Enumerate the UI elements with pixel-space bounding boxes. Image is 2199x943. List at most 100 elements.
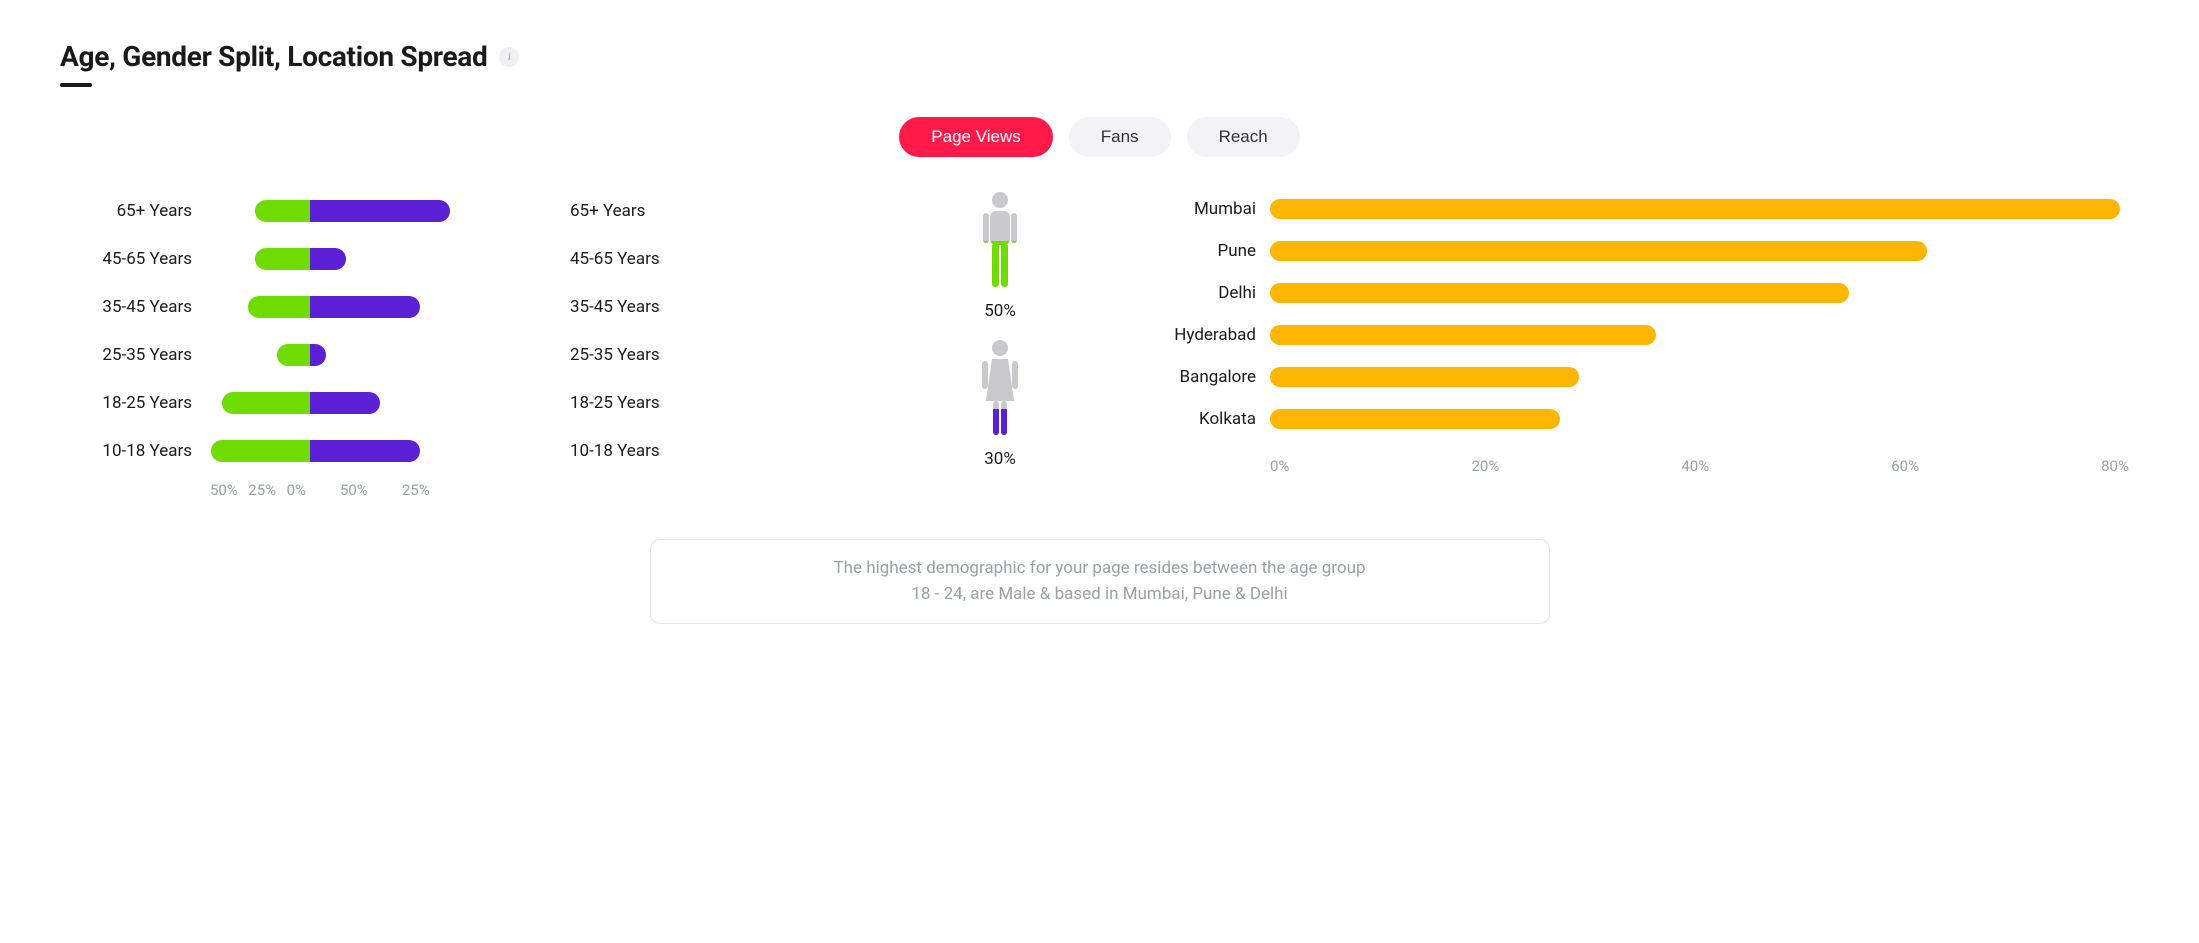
age-bar-left-track [200,440,310,462]
page-title: Age, Gender Split, Location Spread [60,40,487,73]
location-bar [1270,367,1579,387]
age-axis: 50% 25% 0% 50% 25% [60,481,560,499]
age-bar-male [277,344,310,366]
age-bar-male [248,296,310,318]
title-underline [60,83,92,87]
age-bar-right-track [310,296,460,318]
location-row: Pune [1120,233,2139,269]
location-bar-track [1270,199,2139,219]
summary-box: The highest demographic for your page re… [650,539,1550,624]
summary-line-1: The highest demographic for your page re… [675,556,1525,582]
age-bar-right-track [310,392,460,414]
age-bar-female [310,392,380,414]
age-row: 35-45 Years [60,287,560,327]
age-bar-left-track [200,248,310,270]
axis-tick: 80% [2101,457,2129,475]
age-row-label: 18-25 Years [60,393,200,413]
age-label-secondary: 45-65 Years [570,239,910,279]
age-bar-male [255,200,310,222]
female-percent: 30% [984,449,1016,469]
age-bar-left-track [200,392,310,414]
axis-tick: 20% [1471,457,1499,475]
location-bar [1270,409,1560,429]
age-row: 25-35 Years [60,335,560,375]
age-bar-female [310,296,420,318]
location-bar [1270,199,2120,219]
age-bar-left-track [200,296,310,318]
location-row: Mumbai [1120,191,2139,227]
age-label-secondary: 10-18 Years [570,431,910,471]
age-bar-female [310,248,346,270]
axis-tick: 0% [287,481,306,499]
age-row-label: 25-35 Years [60,345,200,365]
age-label-secondary: 18-25 Years [570,383,910,423]
location-bar-track [1270,283,2139,303]
tab-reach[interactable]: Reach [1187,117,1300,157]
age-row: 45-65 Years [60,239,560,279]
age-bar-female [310,440,420,462]
location-bar [1270,241,1927,261]
location-label: Mumbai [1120,199,1270,219]
age-label-secondary: 65+ Years [570,191,910,231]
header: Age, Gender Split, Location Spread i [60,40,2139,87]
axis-tick: 40% [1681,457,1709,475]
female-icon [976,339,1024,439]
panels: 65+ Years 45-65 Years 35-45 Years 25-35 Yea… [60,191,2139,499]
axis-tick: 25% [248,481,276,499]
age-bar-right-track [310,344,460,366]
male-icon [976,191,1024,291]
location-row: Hyderabad [1120,317,2139,353]
location-row: Bangalore [1120,359,2139,395]
location-label: Bangalore [1120,367,1270,387]
location-label: Delhi [1120,283,1270,303]
location-bar-track [1270,325,2139,345]
location-row: Kolkata [1120,401,2139,437]
gender-column: 50% 30% [920,191,1080,469]
male-percent: 50% [984,301,1016,321]
summary-line-2: 18 - 24, are Male & based in Mumbai, Pun… [675,582,1525,608]
location-bar [1270,325,1656,345]
location-bar-track [1270,409,2139,429]
tab-bar: Page Views Fans Reach [60,117,2139,157]
age-label-secondary: 25-35 Years [570,335,910,375]
age-row-label: 65+ Years [60,201,200,221]
gender-male-block: 50% [976,191,1024,321]
location-label: Kolkata [1120,409,1270,429]
age-label-secondary: 35-45 Years [570,287,910,327]
age-row-label: 35-45 Years [60,297,200,317]
age-bar-right-track [310,248,460,270]
info-icon[interactable]: i [499,47,519,67]
location-bar-chart: Mumbai Pune Delhi Hyderabad Bangalore Kolkata… [1090,191,2139,475]
age-bar-right-track [310,200,460,222]
age-bar-male [211,440,310,462]
location-bar-track [1270,241,2139,261]
tab-fans[interactable]: Fans [1069,117,1171,157]
age-labels-column: 65+ Years 45-65 Years 35-45 Years 25-35 Yea… [570,191,910,479]
age-bar-left-track [200,200,310,222]
axis-tick: 25% [402,481,430,499]
tab-page-views[interactable]: Page Views [899,117,1052,157]
axis-tick: 50% [340,481,368,499]
location-bar [1270,283,1849,303]
axis-tick: 0% [1270,457,1289,475]
age-bar-left-track [200,344,310,366]
age-bar-right-track [310,440,460,462]
age-bar-male [255,248,310,270]
age-row: 18-25 Years [60,383,560,423]
axis-tick: 50% [210,481,238,499]
axis-tick: 60% [1891,457,1919,475]
age-bar-female [310,200,450,222]
age-row: 10-18 Years [60,431,560,471]
gender-female-block: 30% [976,339,1024,469]
location-bar-track [1270,367,2139,387]
location-row: Delhi [1120,275,2139,311]
location-axis: 0% 20% 40% 60% 80% [1120,457,2139,475]
age-row: 65+ Years [60,191,560,231]
age-bar-male [222,392,310,414]
location-label: Pune [1120,241,1270,261]
age-row-label: 45-65 Years [60,249,200,269]
age-row-label: 10-18 Years [60,441,200,461]
age-diverging-chart: 65+ Years 45-65 Years 35-45 Years 25-35 Yea… [60,191,560,499]
location-label: Hyderabad [1120,325,1270,345]
age-bar-female [310,344,326,366]
